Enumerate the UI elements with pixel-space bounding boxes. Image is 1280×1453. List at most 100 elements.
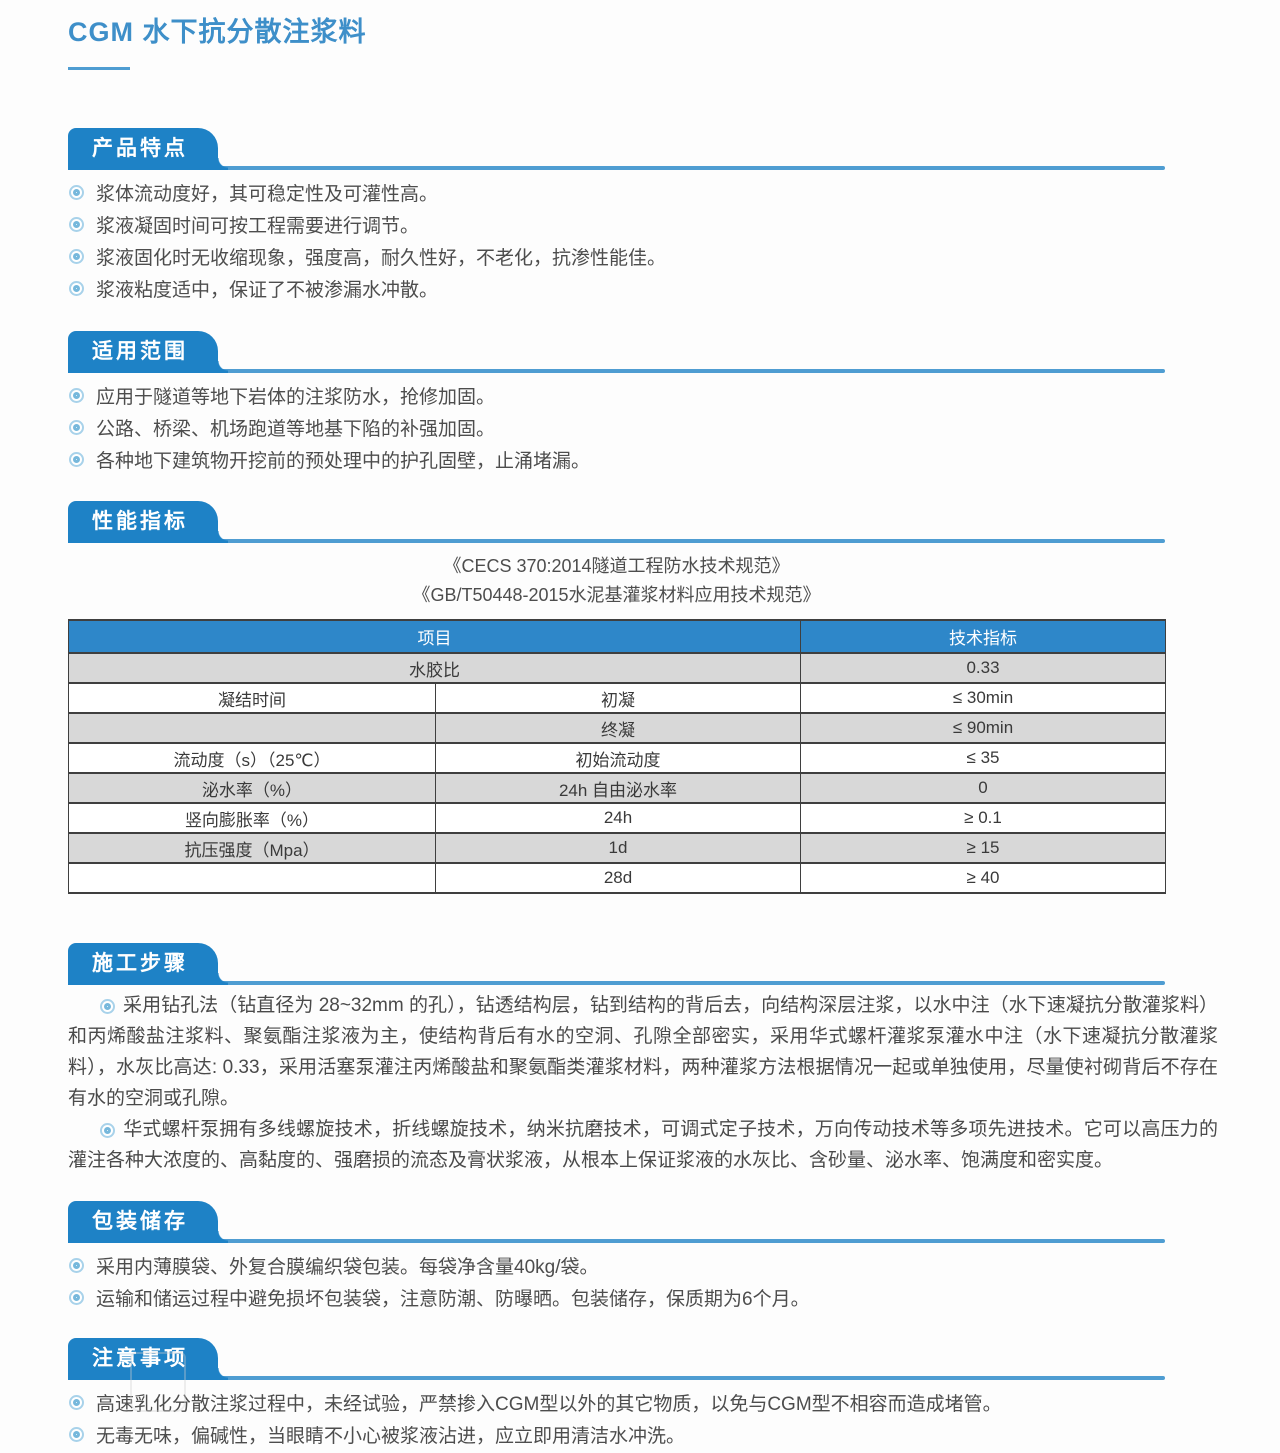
section-header: 注意事项: [68, 1338, 1165, 1380]
list-item: 浆液粘度适中，保证了不被渗漏水冲散。: [68, 275, 1216, 307]
section-rule: [68, 539, 1165, 543]
double-circle-bullet-icon: [73, 1294, 80, 1301]
section-title-badge: 产品特点: [68, 128, 228, 170]
table-cell: 终凝: [435, 712, 801, 744]
table-row: 竖向膨胀率（%） 24h ≥ 0.1: [68, 802, 1166, 834]
table-cell: 24h: [435, 802, 801, 834]
double-circle-bullet-icon: [73, 1431, 80, 1438]
section-scope: 适用范围 应用于隧道等地下岩体的注浆防水，抢修加固。 公路、桥梁、机场跑道等地基…: [68, 331, 1216, 478]
section-features: 产品特点 浆体流动度好，其可稳定性及可灌性高。 浆液凝固时间可按工程需要进行调节…: [68, 128, 1216, 307]
table-cell: 初始流动度: [435, 742, 801, 774]
table-cell: 泌水率（%）: [68, 772, 436, 804]
bullet-text: 公路、桥梁、机场跑道等地基下陷的补强加固。: [96, 419, 496, 440]
table-cell: ≤ 30min: [800, 682, 1166, 714]
packaging-bullet-list: 采用内薄膜袋、外复合膜编织袋包装。每袋净含量40kg/袋。 运输和储运过程中避免…: [68, 1252, 1216, 1316]
double-circle-bullet-icon: [104, 1003, 111, 1010]
section-title-badge: 性能指标: [68, 501, 228, 543]
section-title-badge: 施工步骤: [68, 943, 228, 985]
double-circle-bullet-icon: [73, 189, 80, 196]
double-circle-bullet-icon: [73, 392, 80, 399]
standard-line: 《CECS 370:2014隧道工程防水技术规范》: [443, 556, 790, 576]
double-circle-bullet-icon: [73, 1262, 80, 1269]
construction-paragraph: 采用钻孔法（钻直径为 28~32mm 的孔），钻透结构层，钻到结构的背后去，向结…: [68, 990, 1218, 1114]
table-cell: 0.33: [800, 652, 1166, 684]
table-row: 泌水率（%） 24h 自由泌水率 0: [68, 772, 1166, 804]
table-cell: 水胶比: [68, 652, 801, 684]
bullet-text: 浆液固化时无收缩现象，强度高，耐久性好，不老化，抗渗性能佳。: [96, 248, 667, 269]
double-circle-bullet-icon: [104, 1127, 111, 1134]
performance-standards: 《CECS 370:2014隧道工程防水技术规范》 《GB/T50448-201…: [68, 552, 1165, 610]
list-item: 各种地下建筑物开挖前的预处理中的护孔固壁，止涌堵漏。: [68, 446, 1216, 478]
table-cell: ≥ 0.1: [800, 802, 1166, 834]
section-title-badge: 适用范围: [68, 331, 228, 373]
table-row: 28d ≥ 40: [68, 862, 1166, 894]
section-rule: [68, 1376, 1165, 1380]
table-header-cell: 项目: [68, 619, 801, 654]
features-bullet-list: 浆体流动度好，其可稳定性及可灌性高。 浆液凝固时间可按工程需要进行调节。 浆液固…: [68, 179, 1216, 307]
table-cell: ≤ 35: [800, 742, 1166, 774]
table-cell: 凝结时间: [68, 682, 436, 714]
construction-paragraph: 华式螺杆泵拥有多线螺旋技术，折线螺旋技术，纳米抗磨技术，可调式定子技术，万向传动…: [68, 1114, 1218, 1176]
bullet-text: 浆液凝固时间可按工程需要进行调节。: [96, 216, 420, 237]
table-cell: [68, 712, 436, 744]
section-header: 适用范围: [68, 331, 1165, 373]
construction-paragraphs: 采用钻孔法（钻直径为 28~32mm 的孔），钻透结构层，钻到结构的背后去，向结…: [68, 990, 1218, 1176]
double-circle-bullet-icon: [73, 221, 80, 228]
bullet-text: 浆液粘度适中，保证了不被渗漏水冲散。: [96, 280, 439, 301]
bullet-text: 无毒无味，偏碱性，当眼睛不小心被浆液沾进，应立即用清洁水冲洗。: [96, 1426, 686, 1447]
table-cell: 24h 自由泌水率: [435, 772, 801, 804]
table-cell: 流动度（s）（25℃）: [68, 742, 436, 774]
table-cell: 初凝: [435, 682, 801, 714]
bullet-text: 采用内薄膜袋、外复合膜编织袋包装。每袋净含量40kg/袋。: [96, 1257, 599, 1278]
table-row: 抗压强度（Mpa） 1d ≥ 15: [68, 832, 1166, 864]
table-header-cell: 技术指标: [800, 619, 1166, 654]
paragraph-text: 华式螺杆泵拥有多线螺旋技术，折线螺旋技术，纳米抗磨技术，可调式定子技术，万向传动…: [68, 1119, 1218, 1171]
table-cell: 竖向膨胀率（%）: [68, 802, 436, 834]
table-cell: 0: [800, 772, 1166, 804]
section-header: 性能指标: [68, 501, 1165, 543]
table-cell: 抗压强度（Mpa）: [68, 832, 436, 864]
list-item: 无毒无味，偏碱性，当眼睛不小心被浆液沾进，应立即用清洁水冲洗。: [68, 1421, 1216, 1453]
background-watermark: [130, 1352, 186, 1412]
table-row: 终凝 ≤ 90min: [68, 712, 1166, 744]
section-rule: [68, 1239, 1165, 1243]
double-circle-bullet-icon: [73, 424, 80, 431]
section-rule: [68, 981, 1165, 985]
section-rule: [68, 166, 1165, 170]
list-item: 公路、桥梁、机场跑道等地基下陷的补强加固。: [68, 414, 1216, 446]
scope-bullet-list: 应用于隧道等地下岩体的注浆防水，抢修加固。 公路、桥梁、机场跑道等地基下陷的补强…: [68, 382, 1216, 478]
table-cell: 1d: [435, 832, 801, 864]
section-packaging: 包装储存 采用内薄膜袋、外复合膜编织袋包装。每袋净含量40kg/袋。 运输和储运…: [68, 1201, 1216, 1316]
list-item: 采用内薄膜袋、外复合膜编织袋包装。每袋净含量40kg/袋。: [68, 1252, 1216, 1284]
standard-line: 《GB/T50448-2015水泥基灌浆材料应用技术规范》: [412, 585, 821, 605]
table-row: 流动度（s）（25℃） 初始流动度 ≤ 35: [68, 742, 1166, 774]
list-item: 运输和储运过程中避免损坏包装袋，注意防潮、防曝晒。包装储存，保质期为6个月。: [68, 1284, 1216, 1316]
section-performance: 性能指标 《CECS 370:2014隧道工程防水技术规范》 《GB/T5044…: [68, 501, 1216, 894]
list-item: 应用于隧道等地下岩体的注浆防水，抢修加固。: [68, 382, 1216, 414]
section-construction: 施工步骤 采用钻孔法（钻直径为 28~32mm 的孔），钻透结构层，钻到结构的背…: [68, 943, 1218, 1176]
table-cell: ≥ 15: [800, 832, 1166, 864]
title-underline: [68, 67, 130, 70]
table-row: 凝结时间 初凝 ≤ 30min: [68, 682, 1166, 714]
section-notes: 注意事项 高速乳化分散注浆过程中，未经试验，严禁掺入CGM型以外的其它物质，以免…: [68, 1338, 1216, 1453]
section-rule: [68, 369, 1165, 373]
bullet-text: 运输和储运过程中避免损坏包装袋，注意防潮、防曝晒。包装储存，保质期为6个月。: [96, 1289, 810, 1310]
section-header: 产品特点: [68, 128, 1165, 170]
bullet-text: 浆体流动度好，其可稳定性及可灌性高。: [96, 184, 439, 205]
bullet-text: 各种地下建筑物开挖前的预处理中的护孔固壁，止涌堵漏。: [96, 451, 591, 472]
list-item: 浆体流动度好，其可稳定性及可灌性高。: [68, 179, 1216, 211]
double-circle-bullet-icon: [73, 285, 80, 292]
notes-bullet-list: 高速乳化分散注浆过程中，未经试验，严禁掺入CGM型以外的其它物质，以免与CGM型…: [68, 1389, 1216, 1453]
double-circle-bullet-icon: [73, 456, 80, 463]
section-header: 施工步骤: [68, 943, 1165, 985]
list-item: 浆液凝固时间可按工程需要进行调节。: [68, 211, 1216, 243]
section-title-badge: 注意事项: [68, 1338, 228, 1380]
bullet-text: 高速乳化分散注浆过程中，未经试验，严禁掺入CGM型以外的其它物质，以免与CGM型…: [96, 1394, 1002, 1415]
bullet-text: 应用于隧道等地下岩体的注浆防水，抢修加固。: [96, 387, 496, 408]
list-item: 高速乳化分散注浆过程中，未经试验，严禁掺入CGM型以外的其它物质，以免与CGM型…: [68, 1389, 1216, 1421]
table-header-row: 项目 技术指标: [68, 619, 1166, 654]
list-item: 浆液固化时无收缩现象，强度高，耐久性好，不老化，抗渗性能佳。: [68, 243, 1216, 275]
section-header: 包装储存: [68, 1201, 1165, 1243]
double-circle-bullet-icon: [73, 253, 80, 260]
table-cell: ≥ 40: [800, 862, 1166, 894]
